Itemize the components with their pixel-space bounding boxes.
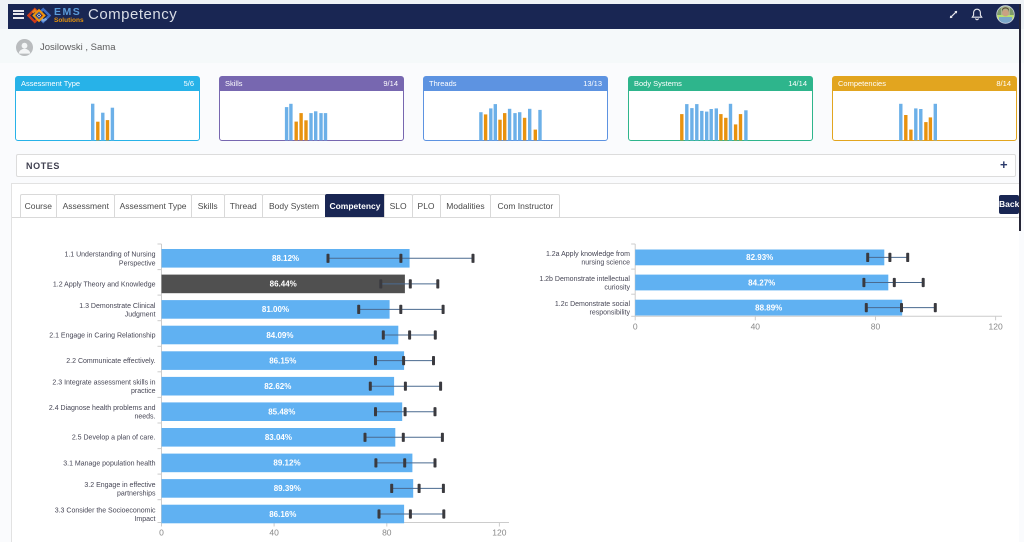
svg-text:1.3 Demonstrate Clinical: 1.3 Demonstrate Clinical	[79, 303, 156, 310]
svg-text:curiosity: curiosity	[604, 285, 630, 292]
svg-text:3.2 Engage in effective: 3.2 Engage in effective	[84, 482, 155, 489]
svg-text:1.1 Understanding of Nursing: 1.1 Understanding of Nursing	[64, 252, 155, 259]
svg-text:88.12%: 88.12%	[272, 254, 299, 263]
svg-text:82.93%: 82.93%	[746, 253, 773, 262]
svg-text:89.39%: 89.39%	[274, 484, 301, 493]
svg-text:1.2a Apply knowledge from: 1.2a Apply knowledge from	[546, 251, 630, 258]
svg-text:86.44%: 86.44%	[270, 280, 297, 289]
svg-text:2.3 Integrate assessment skill: 2.3 Integrate assessment skills in	[52, 380, 155, 387]
svg-text:Judgment: Judgment	[125, 311, 156, 318]
svg-text:40: 40	[269, 528, 279, 538]
svg-text:Perspective: Perspective	[119, 260, 156, 267]
svg-text:84.27%: 84.27%	[748, 278, 775, 287]
svg-text:1.2 Apply Theory and Knowledge: 1.2 Apply Theory and Knowledge	[53, 281, 156, 288]
svg-text:83.04%: 83.04%	[265, 433, 292, 442]
svg-text:0: 0	[633, 321, 638, 331]
svg-text:89.12%: 89.12%	[273, 459, 300, 468]
svg-text:1.2b Demonstrate intellectual: 1.2b Demonstrate intellectual	[539, 276, 630, 283]
svg-text:2.1 Engage in Caring Relations: 2.1 Engage in Caring Relationship	[49, 332, 155, 339]
svg-text:40: 40	[751, 321, 761, 331]
svg-text:80: 80	[871, 321, 881, 331]
svg-text:responsibility: responsibility	[590, 310, 631, 317]
svg-text:85.48%: 85.48%	[268, 408, 295, 417]
svg-text:partnerships: partnerships	[117, 490, 156, 497]
svg-text:Impact: Impact	[134, 516, 155, 523]
svg-text:practice: practice	[131, 388, 156, 395]
svg-text:nursing science: nursing science	[581, 259, 630, 266]
svg-text:81.00%: 81.00%	[262, 305, 289, 314]
svg-text:3.1 Manage population health: 3.1 Manage population health	[63, 460, 155, 467]
svg-text:0: 0	[159, 528, 164, 538]
svg-text:2.2 Communicate effectively.: 2.2 Communicate effectively.	[66, 358, 155, 365]
svg-text:1.2c Demonstrate social: 1.2c Demonstrate social	[555, 301, 631, 308]
svg-text:86.15%: 86.15%	[269, 356, 296, 365]
svg-text:80: 80	[382, 528, 392, 538]
svg-text:82.62%: 82.62%	[264, 382, 291, 391]
svg-text:120: 120	[492, 528, 506, 538]
svg-text:needs.: needs.	[134, 414, 155, 421]
svg-text:3.3 Consider the Socioeconomic: 3.3 Consider the Socioeconomic	[55, 507, 156, 514]
svg-text:84.09%: 84.09%	[266, 331, 293, 340]
svg-text:88.89%: 88.89%	[755, 303, 782, 312]
svg-text:120: 120	[989, 321, 1003, 331]
svg-text:86.16%: 86.16%	[269, 510, 296, 519]
svg-text:2.4 Diagnose health problems a: 2.4 Diagnose health problems and	[49, 405, 156, 412]
svg-text:2.5 Develop a plan of care.: 2.5 Develop a plan of care.	[72, 435, 156, 442]
